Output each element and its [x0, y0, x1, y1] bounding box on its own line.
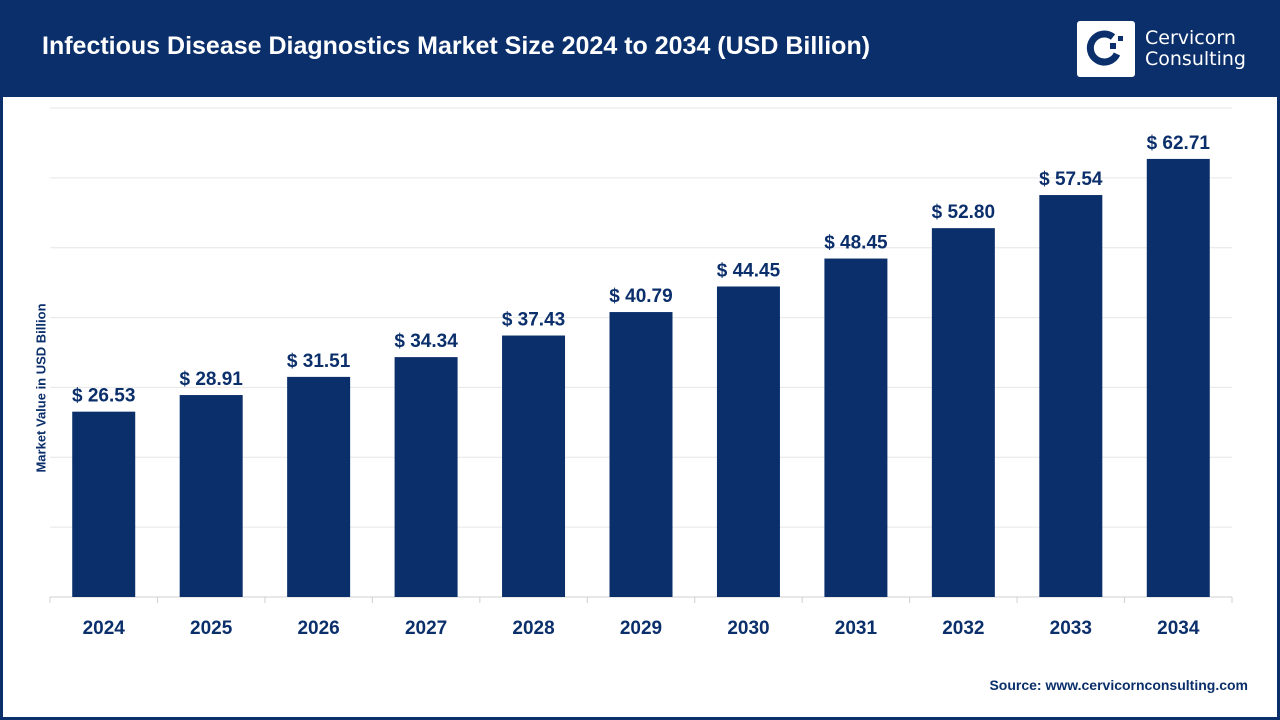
cervicorn-logo: Cervicorn Consulting	[1077, 21, 1246, 77]
data-label: $ 26.53	[72, 386, 135, 407]
header-banner: Infectious Disease Diagnostics Market Si…	[0, 0, 1280, 97]
bar	[502, 335, 566, 597]
bar	[1146, 158, 1210, 598]
data-label: $ 37.43	[502, 310, 565, 331]
data-label: $ 48.45	[824, 233, 888, 254]
data-label: $ 31.51	[287, 351, 351, 372]
bar	[394, 357, 458, 597]
bar	[1039, 195, 1103, 598]
bar	[287, 376, 351, 597]
data-label: $ 62.71	[1147, 133, 1211, 154]
logo-text-line2: Consulting	[1145, 48, 1246, 70]
x-tick-label: 2025	[190, 618, 233, 639]
data-label: $ 28.91	[179, 369, 243, 390]
data-label: $ 52.80	[932, 202, 995, 223]
x-tick-label: 2030	[727, 618, 769, 639]
data-label: $ 44.45	[717, 260, 781, 281]
bar	[824, 258, 888, 597]
x-tick-label: 2032	[942, 618, 984, 639]
data-label: $ 40.79	[609, 286, 672, 307]
x-tick-label: 2028	[512, 618, 554, 639]
x-tick-label: 2024	[83, 618, 126, 639]
bar	[179, 395, 243, 597]
bar	[72, 411, 136, 597]
data-label: $ 57.54	[1039, 169, 1103, 190]
logo-icon	[1077, 21, 1135, 77]
bar	[716, 286, 780, 597]
x-tick-label: 2027	[405, 618, 447, 639]
logo-text-line1: Cervicorn	[1145, 27, 1236, 49]
x-tick-label: 2033	[1050, 618, 1092, 639]
chart-title: Infectious Disease Diagnostics Market Si…	[42, 32, 871, 60]
source-text: Source: www.cervicornconsulting.com	[989, 677, 1248, 693]
x-tick-label: 2029	[620, 618, 662, 639]
bar	[931, 228, 995, 597]
x-tick-label: 2026	[297, 618, 339, 639]
data-label: $ 34.34	[394, 331, 458, 352]
bar	[609, 312, 673, 597]
x-tick-label: 2031	[835, 618, 878, 639]
x-tick-label: 2034	[1157, 618, 1200, 639]
